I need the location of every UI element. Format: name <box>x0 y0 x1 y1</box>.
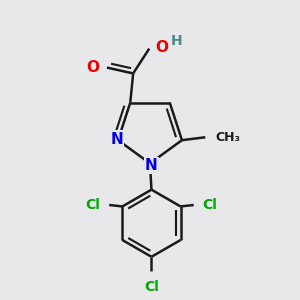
Text: H: H <box>170 34 182 48</box>
Text: CH₃: CH₃ <box>215 131 241 144</box>
Text: O: O <box>156 40 169 55</box>
Text: Cl: Cl <box>85 198 100 212</box>
Text: N: N <box>110 131 123 146</box>
Text: O: O <box>87 60 100 75</box>
Text: Cl: Cl <box>144 280 159 294</box>
Text: N: N <box>145 158 158 173</box>
Text: Cl: Cl <box>202 198 217 212</box>
